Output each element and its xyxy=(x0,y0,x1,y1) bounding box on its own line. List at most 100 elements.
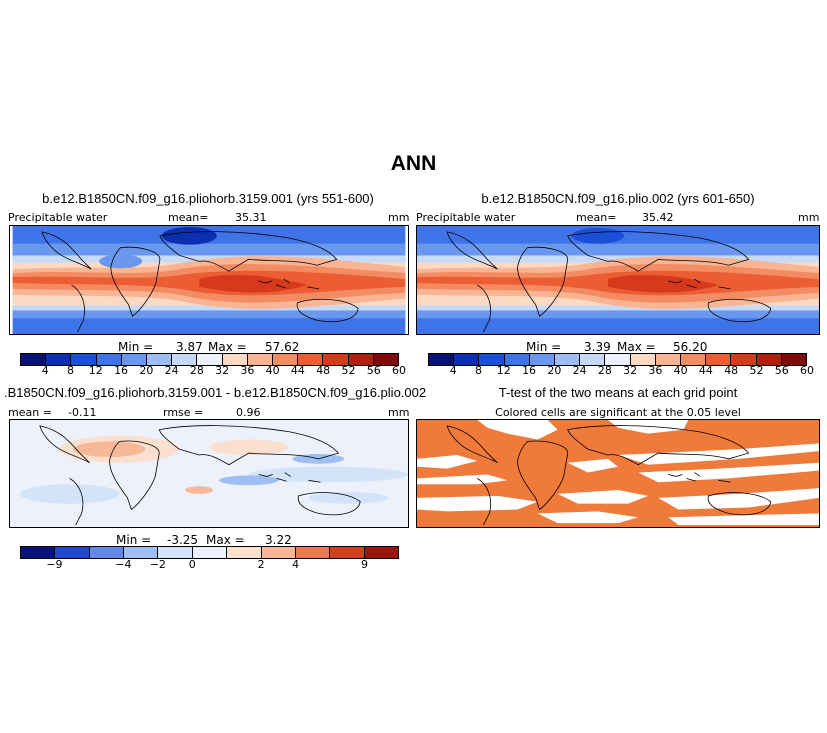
panel-3-title: .B1850CN.f09_g16.pliohorb.3159.001 - b.e… xyxy=(4,385,427,400)
colorbar-swatch xyxy=(348,354,374,365)
figure-title: ANN xyxy=(390,152,437,175)
colorbar-swatch xyxy=(655,354,682,365)
colorbar-tick-label: 48 xyxy=(316,364,331,377)
colorbar-swatch xyxy=(756,354,782,365)
panel-1-max-label: Max = xyxy=(208,340,247,354)
colorbar-tick-label: 52 xyxy=(749,364,764,377)
colorbar-swatch xyxy=(781,354,807,365)
panel-3-mean-value: -0.11 xyxy=(68,406,97,419)
panel-1-colorbar xyxy=(20,353,399,366)
panel-2-max-value: 56.20 xyxy=(673,340,708,354)
colorbar-tick-label: 2 xyxy=(257,558,265,571)
panel-2-field xyxy=(417,226,819,334)
panel-3-map xyxy=(9,419,409,528)
panel-3-min-label: Min = xyxy=(116,533,152,547)
colorbar-swatch xyxy=(273,354,299,365)
panel-2-map xyxy=(416,225,820,335)
colorbar-swatch xyxy=(89,547,125,558)
colorbar-swatch xyxy=(580,354,606,365)
colorbar-tick-label: 40 xyxy=(673,364,688,377)
panel-2-max-label: Max = xyxy=(617,340,656,354)
colorbar-swatch xyxy=(429,354,455,365)
panel-2-title: b.e12.B1850CN.f09_g16.plio.002 (yrs 601-… xyxy=(481,191,755,206)
colorbar-swatch xyxy=(222,354,248,365)
colorbar-swatch xyxy=(21,354,47,365)
panel-3-max-value: 3.22 xyxy=(265,533,292,547)
colorbar-tick-label: −9 xyxy=(46,558,63,571)
colorbar-tick-label: 28 xyxy=(189,364,204,377)
colorbar-swatch xyxy=(124,547,159,558)
panel-4-significance xyxy=(417,420,819,527)
colorbar-swatch xyxy=(147,354,173,365)
colorbar-swatch xyxy=(121,354,148,365)
colorbar-swatch xyxy=(261,547,296,558)
colorbar-swatch xyxy=(731,354,757,365)
panel-3-colorbar-ticks: −9 −4 −2 0 2 4 9 xyxy=(20,558,399,572)
colorbar-swatch xyxy=(504,354,530,365)
colorbar-tick-label: 24 xyxy=(164,364,179,377)
colorbar-swatch xyxy=(630,354,656,365)
panel-1-mean-label: mean= xyxy=(168,211,209,224)
colorbar-swatch xyxy=(681,354,707,365)
colorbar-tick-label: 36 xyxy=(240,364,255,377)
colorbar-swatch xyxy=(298,354,324,365)
panel-3-units: mm xyxy=(388,406,410,419)
colorbar-tick-label: 9 xyxy=(361,558,369,571)
colorbar-tick-label: 8 xyxy=(67,364,75,377)
panel-1-colorbar-ticks: 4 8 12 16 20 24 28 32 36 40 44 48 52 56 60 xyxy=(20,364,406,378)
panel-1-units: mm xyxy=(388,211,410,224)
panel-1-title: b.e12.B1850CN.f09_g16.pliohorb.3159.001 … xyxy=(42,191,374,206)
colorbar-swatch xyxy=(323,354,349,365)
colorbar-tick-label: 12 xyxy=(496,364,511,377)
panel-2-colorbar xyxy=(428,353,807,366)
panel-1-min-value: 3.87 xyxy=(176,340,203,354)
colorbar-swatch xyxy=(454,354,480,365)
colorbar-swatch xyxy=(227,547,262,558)
panel-2-variable-label: Precipitable water xyxy=(416,211,516,224)
panel-4-map xyxy=(416,419,820,528)
colorbar-tick-label: 24 xyxy=(572,364,587,377)
colorbar-tick-label: 52 xyxy=(341,364,356,377)
panel-1-map xyxy=(9,225,409,335)
colorbar-tick-label: 60 xyxy=(392,364,406,377)
colorbar-tick-label: 0 xyxy=(188,558,196,571)
colorbar-tick-label: 48 xyxy=(724,364,739,377)
colorbar-swatch xyxy=(158,547,193,558)
panel-3-max-label: Max = xyxy=(206,533,245,547)
colorbar-swatch xyxy=(96,354,122,365)
panel-3-mean-label: mean = xyxy=(8,406,52,419)
colorbar-tick-label: 56 xyxy=(366,364,381,377)
colorbar-swatch xyxy=(364,547,398,558)
panel-3-rmse-value: 0.96 xyxy=(236,406,261,419)
colorbar-swatch xyxy=(21,547,56,558)
colorbar-tick-label: 4 xyxy=(41,364,49,377)
colorbar-tick-label: 44 xyxy=(698,364,713,377)
colorbar-swatch xyxy=(247,354,274,365)
panel-2-units: mm xyxy=(798,211,820,224)
colorbar-swatch xyxy=(529,354,556,365)
colorbar-tick-label: 16 xyxy=(114,364,129,377)
colorbar-swatch xyxy=(295,547,331,558)
colorbar-swatch xyxy=(192,547,228,558)
panel-1-field xyxy=(12,226,406,334)
panel-1-min-label: Min = xyxy=(118,340,154,354)
colorbar-tick-label: 40 xyxy=(265,364,280,377)
colorbar-swatch xyxy=(71,354,97,365)
colorbar-tick-label: 44 xyxy=(290,364,305,377)
colorbar-tick-label: 36 xyxy=(648,364,663,377)
colorbar-swatch xyxy=(373,354,399,365)
colorbar-swatch xyxy=(55,547,90,558)
colorbar-tick-label: 56 xyxy=(774,364,789,377)
colorbar-swatch xyxy=(46,354,72,365)
panel-1-variable-label: Precipitable water xyxy=(8,211,108,224)
colorbar-tick-label: 60 xyxy=(800,364,814,377)
colorbar-tick-label: 32 xyxy=(623,364,638,377)
panel-3-colorbar xyxy=(20,546,399,559)
colorbar-swatch xyxy=(330,547,365,558)
panel-3-min-value: -3.25 xyxy=(167,533,199,547)
panel-1-max-value: 57.62 xyxy=(265,340,300,354)
panel-4-subtitle: Colored cells are significant at the 0.0… xyxy=(495,406,741,419)
colorbar-tick-label: 4 xyxy=(449,364,457,377)
colorbar-swatch xyxy=(605,354,631,365)
panel-2-mean-label: mean= xyxy=(576,211,617,224)
